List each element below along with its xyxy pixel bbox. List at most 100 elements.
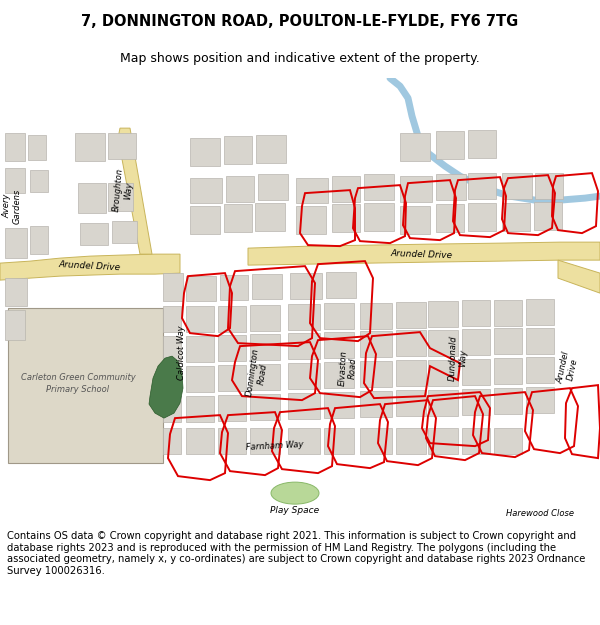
Bar [288,333,320,359]
Bar [468,130,496,158]
Bar [494,358,522,384]
Bar [324,428,354,454]
Bar [224,204,252,232]
Text: Arundel Drive: Arundel Drive [390,249,452,260]
Bar [324,392,354,418]
Bar [186,306,214,332]
Bar [332,204,360,232]
Text: Avery
Gardens: Avery Gardens [2,189,22,224]
Bar [526,387,554,413]
Bar [428,428,458,454]
Bar [250,394,280,420]
Bar [428,390,458,416]
Bar [526,299,554,325]
Bar [428,360,458,386]
Bar [360,391,392,417]
Bar [250,305,280,331]
Bar [400,206,430,234]
Bar [360,428,392,454]
Bar [75,133,105,161]
Bar [535,173,563,199]
Bar [163,366,181,392]
Text: Harewood Close: Harewood Close [506,509,574,518]
Bar [526,328,554,354]
Bar [163,336,181,362]
Bar [5,310,25,340]
Text: Caldicot Way: Caldicot Way [178,326,187,381]
Bar [288,393,320,419]
Bar [494,388,522,414]
Text: Elvaston
Road: Elvaston Road [337,350,359,386]
Text: Map shows position and indicative extent of the property.: Map shows position and indicative extent… [120,52,480,65]
Bar [436,204,464,232]
Bar [396,428,426,454]
Text: Carleton Green Community
Primary School: Carleton Green Community Primary School [20,372,136,394]
Bar [462,389,490,415]
Bar [108,183,133,211]
Bar [186,428,214,454]
Bar [290,273,322,299]
Bar [324,332,354,358]
Bar [296,206,326,234]
Bar [396,360,426,386]
Polygon shape [0,254,180,280]
Bar [494,300,522,326]
Bar [218,306,246,332]
Bar [163,306,181,332]
Bar [218,365,246,391]
Bar [5,168,25,193]
Polygon shape [248,242,600,265]
Bar [256,135,286,163]
Bar [360,303,392,329]
Bar [428,301,458,327]
Bar [396,330,426,356]
Bar [400,133,430,161]
Bar [288,363,320,389]
Bar [494,428,522,454]
Bar [186,396,214,422]
Bar [468,173,496,199]
Bar [428,330,458,356]
Text: Donnington
Road: Donnington Road [245,348,271,399]
Bar [163,428,181,454]
Text: Contains OS data © Crown copyright and database right 2021. This information is : Contains OS data © Crown copyright and d… [7,531,586,576]
Bar [250,334,280,360]
Bar [534,202,562,230]
Bar [258,174,288,200]
Bar [250,428,280,454]
Bar [186,366,214,392]
Text: Broughton
Way: Broughton Way [112,168,134,213]
Bar [462,428,490,454]
Bar [332,176,360,202]
Bar [526,357,554,383]
Bar [360,331,392,357]
Bar [436,131,464,159]
Bar [462,359,490,385]
Bar [296,178,328,203]
Text: Arundel Drive: Arundel Drive [58,260,121,272]
Bar [5,133,25,161]
Bar [324,362,354,388]
Bar [112,221,137,243]
Bar [462,300,490,326]
Bar [30,170,48,192]
Bar [224,136,252,164]
Bar [436,174,466,200]
Bar [462,329,490,355]
Text: Arundel
Drive: Arundel Drive [555,350,581,386]
Bar [28,135,46,160]
Bar [190,178,222,203]
Bar [163,396,181,422]
Bar [80,223,108,245]
Bar [218,428,246,454]
Bar [190,206,220,234]
Bar [250,364,280,390]
Bar [364,174,394,200]
Bar [163,273,183,301]
Bar [494,328,522,354]
Text: 7, DONNINGTON ROAD, POULTON-LE-FYLDE, FY6 7TG: 7, DONNINGTON ROAD, POULTON-LE-FYLDE, FY… [82,14,518,29]
Bar [186,336,214,362]
Bar [364,203,394,231]
Bar [218,335,246,361]
Bar [8,308,163,463]
